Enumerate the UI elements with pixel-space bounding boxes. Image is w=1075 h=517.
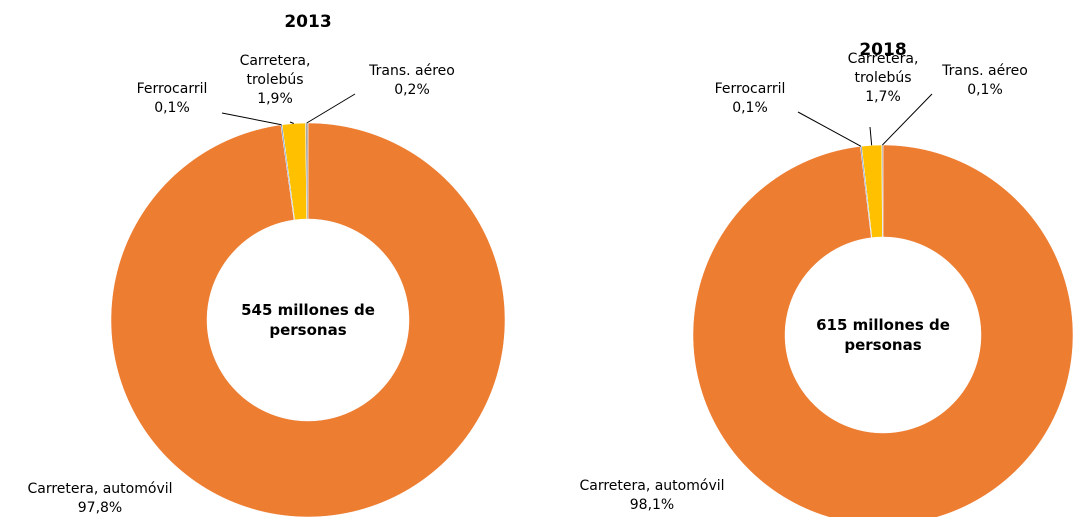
category-label: Carretera, trolebús xyxy=(847,51,919,86)
category-label: Carretera, automóvil xyxy=(579,478,725,494)
slice-label: Carretera, automóvil 98,1% xyxy=(542,477,762,515)
leader-line xyxy=(882,93,933,146)
slice xyxy=(110,122,506,517)
leader-line xyxy=(869,126,873,146)
slice xyxy=(692,144,1074,517)
slice-label: Carretera, trolebús 1,9% xyxy=(225,52,325,109)
slice-label: Ferrocarril 0,1% xyxy=(695,80,805,118)
value-label: 0,2% xyxy=(394,82,430,98)
center-label: 615 millones de personas xyxy=(816,316,950,354)
leader-line xyxy=(306,93,356,124)
category-label: Ferrocarril xyxy=(714,81,786,97)
slice-label: Carretera, automóvil 97,8% xyxy=(0,480,210,517)
slice-label: Carretera, trolebús 1,7% xyxy=(833,50,933,107)
value-label: 1,7% xyxy=(865,89,901,105)
category-label: Ferrocarril xyxy=(136,81,208,97)
value-label: 1,9% xyxy=(257,91,293,107)
chart-title: 2013 xyxy=(284,12,332,32)
category-label: Carretera, trolebús xyxy=(239,53,311,88)
category-label: Trans. aéreo xyxy=(369,63,455,79)
leader-line xyxy=(221,112,282,126)
center-label: 545 millones de personas xyxy=(241,301,375,339)
slice xyxy=(881,144,884,238)
leader-line xyxy=(797,111,862,147)
value-label: 97,8% xyxy=(77,500,123,516)
value-label: 0,1% xyxy=(732,100,768,116)
slice-label: Trans. aéreo 0,1% xyxy=(915,62,1055,100)
value-label: 98,1% xyxy=(629,497,675,513)
category-label: Trans. aéreo xyxy=(942,63,1028,79)
slice xyxy=(305,122,309,220)
chart-title: 2018 xyxy=(859,40,907,60)
value-label: 0,1% xyxy=(154,100,190,116)
value-label: 0,1% xyxy=(967,82,1003,98)
slice-label: Ferrocarril 0,1% xyxy=(117,80,227,118)
slice-label: Trans. aéreo 0,2% xyxy=(342,62,482,100)
category-label: Carretera, automóvil xyxy=(27,481,173,497)
leader-line xyxy=(289,121,294,124)
